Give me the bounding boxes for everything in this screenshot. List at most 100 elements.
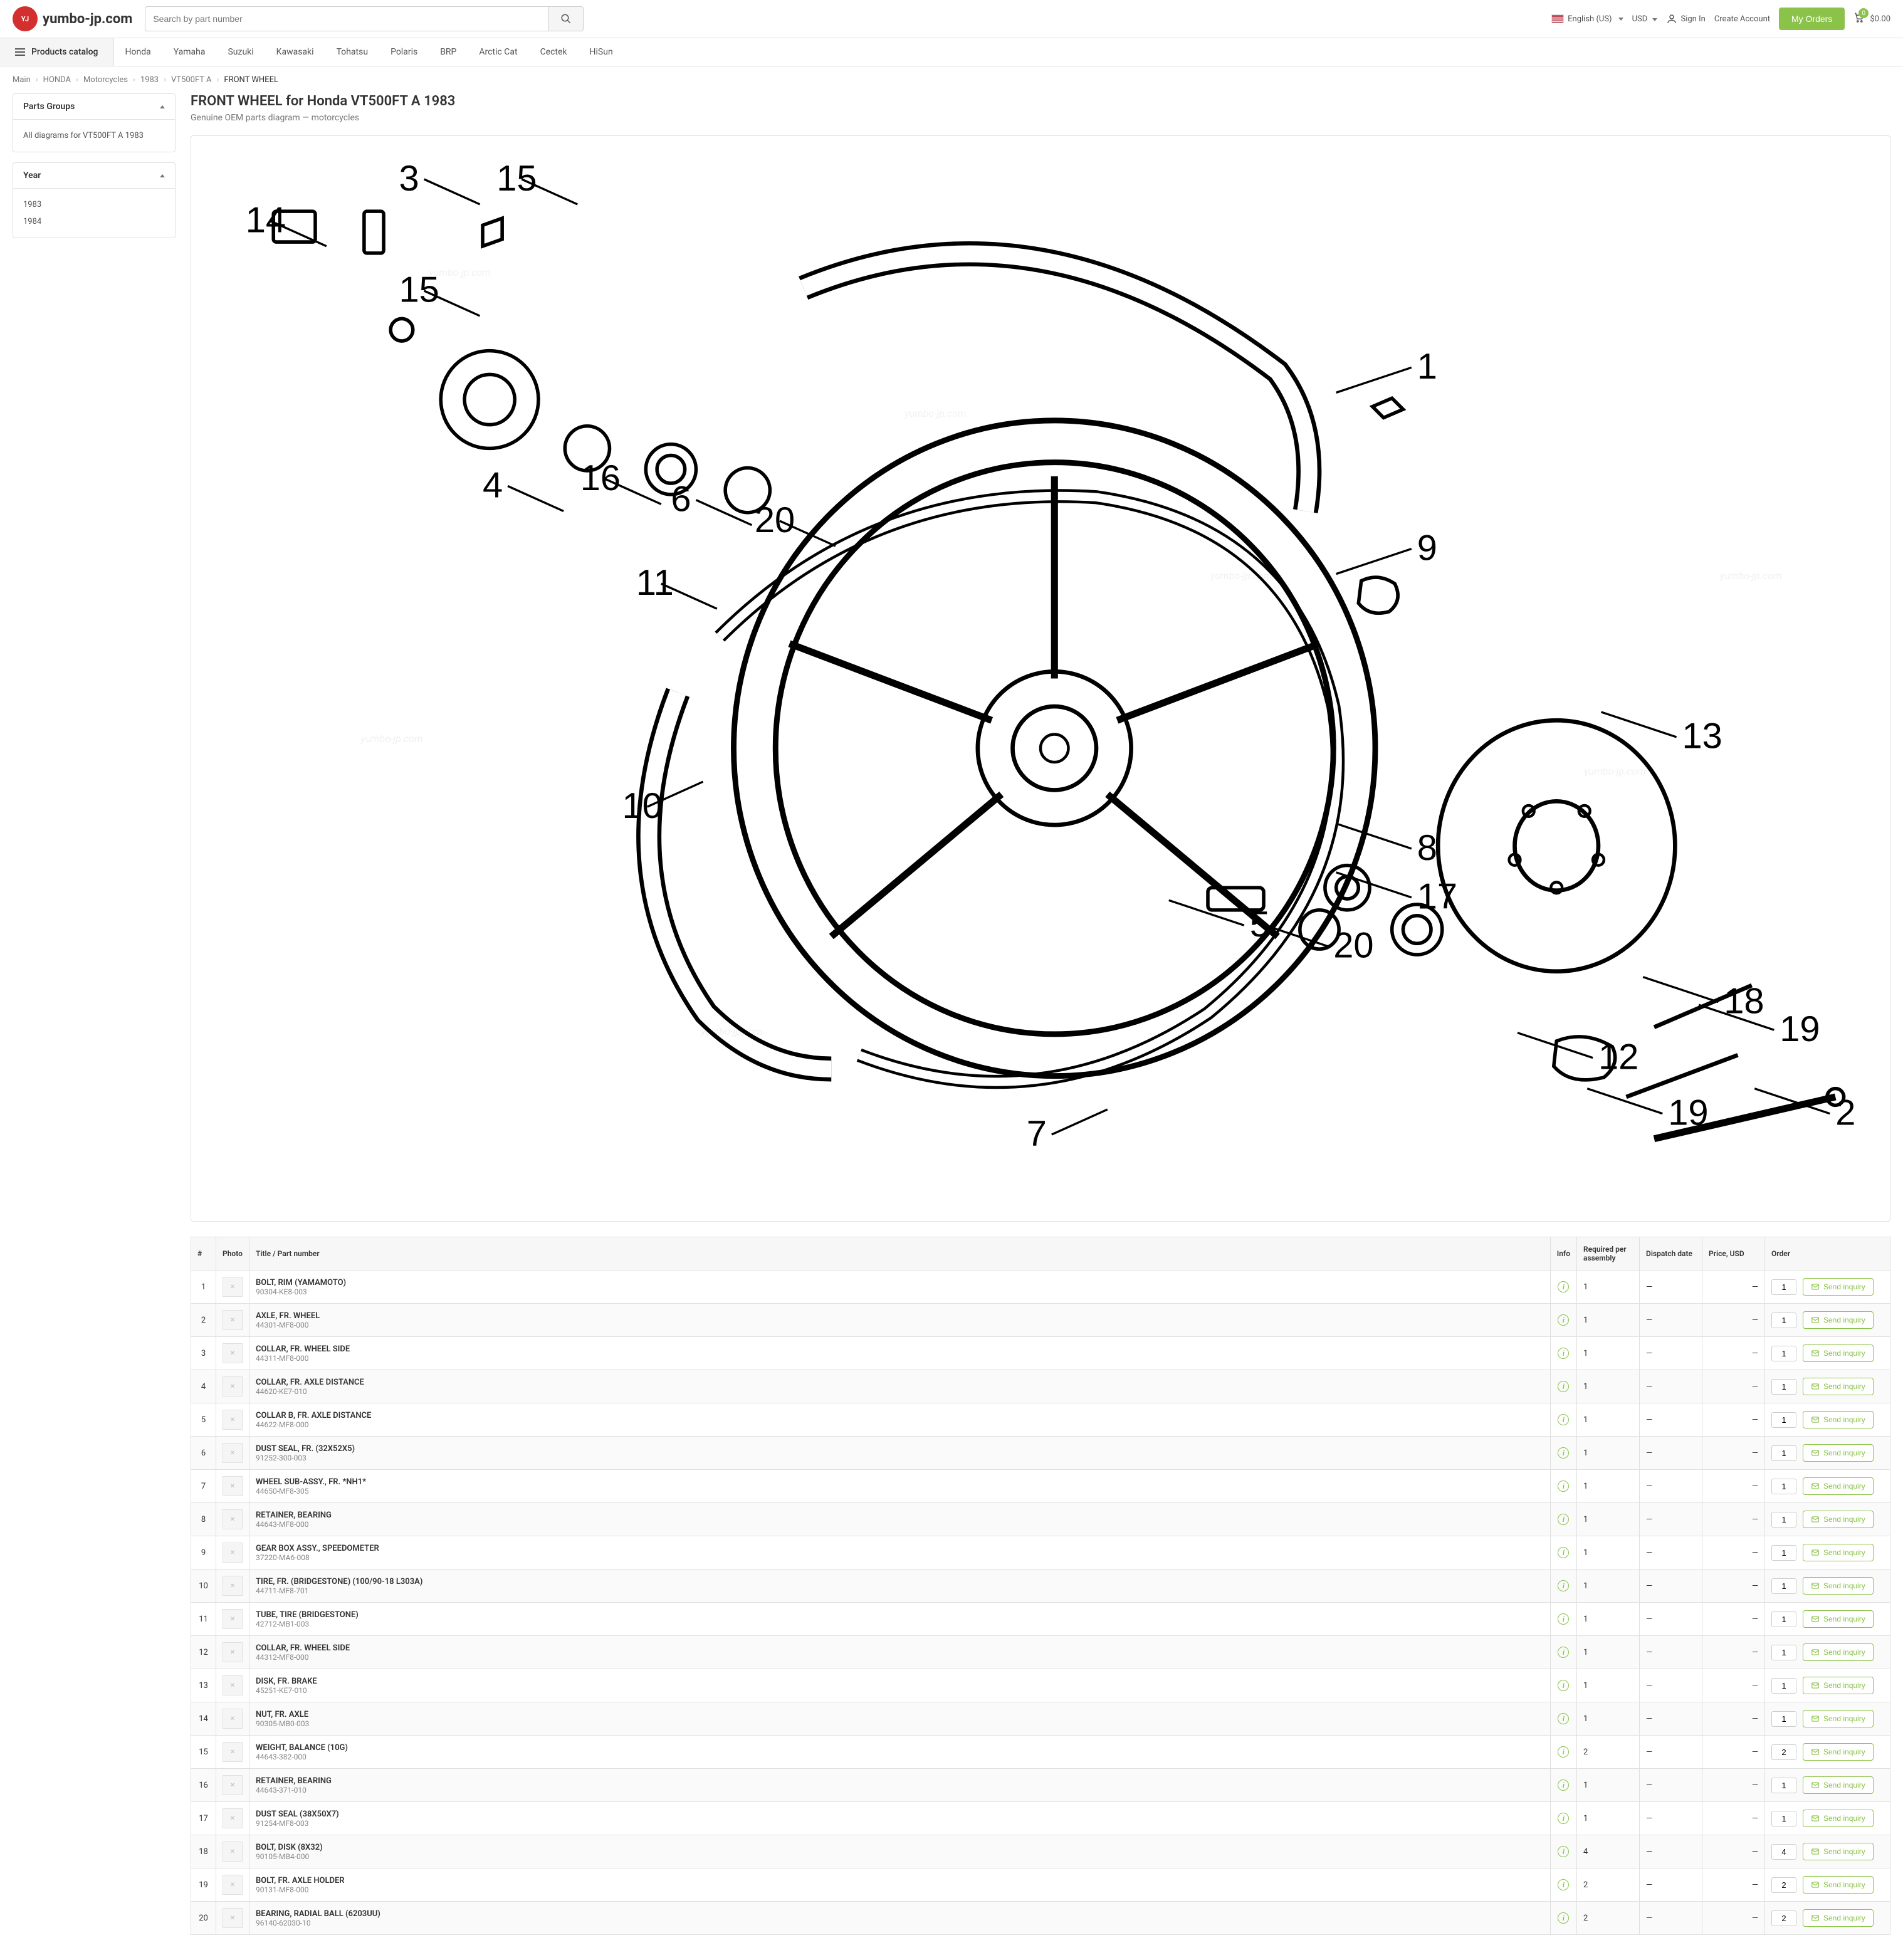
info-icon[interactable]: i xyxy=(1558,1713,1569,1724)
diagram-callout-number[interactable]: 4 xyxy=(483,465,503,505)
inquiry-button[interactable]: Send inquiry xyxy=(1803,1776,1874,1794)
diagram-callout-number[interactable]: 20 xyxy=(755,500,795,540)
logo[interactable]: YJ yumbo-jp.com xyxy=(13,6,132,31)
diagram-callout-number[interactable]: 10 xyxy=(622,786,663,826)
info-icon[interactable]: i xyxy=(1558,1281,1569,1292)
info-icon[interactable]: i xyxy=(1558,1314,1569,1326)
breadcrumb-item[interactable]: 1983 xyxy=(140,75,159,85)
part-thumbnail[interactable]: ✕ xyxy=(223,1343,243,1363)
part-thumbnail[interactable]: ✕ xyxy=(223,1443,243,1463)
qty-input[interactable] xyxy=(1771,1778,1796,1793)
part-thumbnail[interactable]: ✕ xyxy=(223,1675,243,1695)
inquiry-button[interactable]: Send inquiry xyxy=(1803,1909,1874,1927)
cart[interactable]: 0 $0.00 xyxy=(1853,12,1890,26)
diagram-callout-number[interactable]: 11 xyxy=(636,563,674,603)
category-item[interactable]: HiSun xyxy=(579,38,624,66)
part-thumbnail[interactable]: ✕ xyxy=(223,1376,243,1397)
qty-input[interactable] xyxy=(1771,1512,1796,1528)
diagram-callout-number[interactable]: 12 xyxy=(1598,1037,1638,1077)
part-name[interactable]: AXLE, FR. WHEEL xyxy=(256,1311,1544,1321)
category-item[interactable]: Arctic Cat xyxy=(468,38,528,66)
inquiry-button[interactable]: Send inquiry xyxy=(1803,1843,1874,1860)
category-item[interactable]: Yamaha xyxy=(162,38,217,66)
info-icon[interactable]: i xyxy=(1558,1879,1569,1890)
inquiry-button[interactable]: Send inquiry xyxy=(1803,1577,1874,1595)
part-name[interactable]: NUT, FR. AXLE xyxy=(256,1710,1544,1719)
part-name[interactable]: TIRE, FR. (BRIDGESTONE) (100/90-18 L303A… xyxy=(256,1577,1544,1586)
login-link[interactable]: Sign In xyxy=(1666,13,1706,24)
inquiry-button[interactable]: Send inquiry xyxy=(1803,1477,1874,1495)
currency-selector[interactable]: USD xyxy=(1632,14,1657,24)
part-name[interactable]: TUBE, TIRE (BRIDGESTONE) xyxy=(256,1610,1544,1620)
qty-input[interactable] xyxy=(1771,1744,1796,1760)
sidebar-year-header[interactable]: Year xyxy=(13,163,175,189)
part-name[interactable]: DUST SEAL, FR. (32X52X5) xyxy=(256,1444,1544,1454)
qty-input[interactable] xyxy=(1771,1711,1796,1727)
part-thumbnail[interactable]: ✕ xyxy=(223,1543,243,1563)
breadcrumb-item[interactable]: Main xyxy=(13,75,31,85)
diagram-callout-number[interactable]: 2 xyxy=(1835,1093,1855,1133)
part-name[interactable]: DUST SEAL (38X50X7) xyxy=(256,1810,1544,1819)
inquiry-button[interactable]: Send inquiry xyxy=(1803,1311,1874,1329)
diagram-callout-number[interactable]: 8 xyxy=(1417,828,1437,868)
info-icon[interactable]: i xyxy=(1558,1779,1569,1791)
language-selector[interactable]: English (US) xyxy=(1551,14,1623,24)
diagram-callout-number[interactable]: 16 xyxy=(580,458,621,498)
part-name[interactable]: WEIGHT, BALANCE (10G) xyxy=(256,1743,1544,1753)
diagram-callout-number[interactable]: 20 xyxy=(1333,926,1373,966)
part-thumbnail[interactable]: ✕ xyxy=(223,1842,243,1862)
part-thumbnail[interactable]: ✕ xyxy=(223,1609,243,1629)
breadcrumb-item[interactable]: VT500FT A xyxy=(171,75,211,85)
part-name[interactable]: COLLAR, FR. WHEEL SIDE xyxy=(256,1643,1544,1653)
inquiry-button[interactable]: Send inquiry xyxy=(1803,1610,1874,1628)
part-thumbnail[interactable]: ✕ xyxy=(223,1277,243,1297)
qty-input[interactable] xyxy=(1771,1877,1796,1893)
part-name[interactable]: DISK, FR. BRAKE xyxy=(256,1677,1544,1686)
part-name[interactable]: BOLT, RIM (YAMAMOTO) xyxy=(256,1278,1544,1287)
qty-input[interactable] xyxy=(1771,1445,1796,1461)
info-icon[interactable]: i xyxy=(1558,1547,1569,1558)
part-thumbnail[interactable]: ✕ xyxy=(223,1576,243,1596)
info-icon[interactable]: i xyxy=(1558,1813,1569,1824)
breadcrumb-item[interactable]: Motorcycles xyxy=(83,75,128,85)
info-icon[interactable]: i xyxy=(1558,1613,1569,1625)
diagram-callout-number[interactable]: 7 xyxy=(1027,1114,1047,1154)
inquiry-button[interactable]: Send inquiry xyxy=(1803,1810,1874,1827)
inquiry-button[interactable]: Send inquiry xyxy=(1803,1378,1874,1395)
qty-input[interactable] xyxy=(1771,1479,1796,1494)
part-name[interactable]: BOLT, DISK (8X32) xyxy=(256,1843,1544,1852)
category-item[interactable]: Cectek xyxy=(529,38,579,66)
part-thumbnail[interactable]: ✕ xyxy=(223,1875,243,1895)
sidebar-year-link[interactable]: 1984 xyxy=(23,213,165,230)
inquiry-button[interactable]: Send inquiry xyxy=(1803,1344,1874,1362)
part-thumbnail[interactable]: ✕ xyxy=(223,1908,243,1928)
qty-input[interactable] xyxy=(1771,1279,1796,1295)
info-icon[interactable]: i xyxy=(1558,1680,1569,1691)
category-item[interactable]: Tohatsu xyxy=(325,38,380,66)
category-item[interactable]: Honda xyxy=(114,38,162,66)
info-icon[interactable]: i xyxy=(1558,1514,1569,1525)
inquiry-button[interactable]: Send inquiry xyxy=(1803,1876,1874,1894)
part-thumbnail[interactable]: ✕ xyxy=(223,1709,243,1729)
qty-input[interactable] xyxy=(1771,1346,1796,1361)
part-thumbnail[interactable]: ✕ xyxy=(223,1509,243,1529)
inquiry-button[interactable]: Send inquiry xyxy=(1803,1278,1874,1296)
sidebar-year-link[interactable]: 1983 xyxy=(23,196,165,213)
breadcrumb-item[interactable]: HONDA xyxy=(43,75,71,85)
part-thumbnail[interactable]: ✕ xyxy=(223,1410,243,1430)
qty-input[interactable] xyxy=(1771,1545,1796,1561)
diagram-callout-number[interactable]: 1 xyxy=(1417,347,1437,387)
info-icon[interactable]: i xyxy=(1558,1846,1569,1857)
part-name[interactable]: GEAR BOX ASSY., SPEEDOMETER xyxy=(256,1544,1544,1553)
diagram-callout-number[interactable]: 13 xyxy=(1682,716,1722,757)
inquiry-button[interactable]: Send inquiry xyxy=(1803,1411,1874,1428)
info-icon[interactable]: i xyxy=(1558,1447,1569,1459)
catalog-button[interactable]: Products catalog xyxy=(0,38,114,66)
info-icon[interactable]: i xyxy=(1558,1414,1569,1425)
inquiry-button[interactable]: Send inquiry xyxy=(1803,1511,1874,1528)
diagram-callout-number[interactable]: 3 xyxy=(399,159,419,199)
info-icon[interactable]: i xyxy=(1558,1580,1569,1591)
search-input[interactable] xyxy=(145,8,548,30)
info-icon[interactable]: i xyxy=(1558,1912,1569,1924)
inquiry-button[interactable]: Send inquiry xyxy=(1803,1710,1874,1727)
